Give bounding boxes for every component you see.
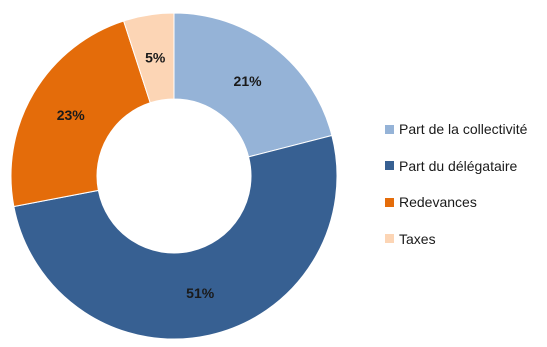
legend-item-part-delegataire: Part du délégataire bbox=[385, 148, 545, 185]
legend-swatch bbox=[385, 161, 394, 171]
donut-slices bbox=[10, 12, 338, 340]
donut-slice-taxes bbox=[122, 12, 175, 104]
slice-labels: 21% 51% 23% 5% bbox=[57, 49, 262, 301]
legend-label: Redevances bbox=[399, 194, 477, 211]
slice-label-part-du-delegataire: 51% bbox=[186, 285, 215, 301]
slice-label-taxes: 5% bbox=[145, 49, 166, 65]
legend-label: Part du délégataire bbox=[399, 157, 518, 174]
slice-label-part-de-la-collectivite: 21% bbox=[234, 73, 263, 89]
legend-swatch bbox=[385, 234, 394, 244]
legend-item-part-collectivite: Part de la collectivité bbox=[385, 111, 545, 148]
legend-label: Taxes bbox=[399, 230, 436, 247]
legend: Part de la collectivité Part du délégata… bbox=[385, 111, 545, 257]
legend-label: Part de la collectivité bbox=[399, 121, 528, 138]
legend-item-taxes: Taxes bbox=[385, 221, 545, 258]
legend-swatch bbox=[385, 197, 394, 207]
legend-item-redevances: Redevances bbox=[385, 184, 545, 221]
donut-slice-redevances bbox=[10, 20, 151, 208]
donut-slice-part-du-delegataire bbox=[13, 134, 338, 340]
slice-label-redevances: 23% bbox=[57, 107, 86, 123]
donut-slice-part-de-la-collectivite bbox=[173, 12, 333, 158]
legend-swatch bbox=[385, 124, 394, 134]
